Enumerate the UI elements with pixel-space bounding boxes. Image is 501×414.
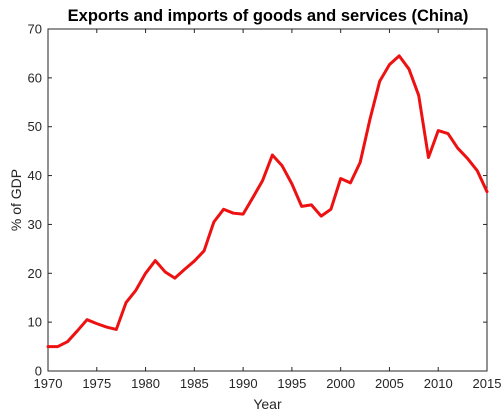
y-tick-label: 40 — [28, 168, 42, 183]
y-tick-label: 70 — [28, 22, 42, 37]
x-axis-label: Year — [253, 396, 282, 412]
y-tick-label: 10 — [28, 315, 42, 330]
exports-imports-series-line — [46, 54, 489, 349]
chart-title: Exports and imports of goods and service… — [68, 7, 469, 25]
x-tick-label: 1975 — [82, 376, 111, 391]
x-tick-label: 1980 — [131, 376, 160, 391]
y-tick-label: 20 — [28, 266, 42, 281]
x-tick-label: 2010 — [424, 376, 453, 391]
y-axis-label: % of GDP — [8, 169, 24, 231]
x-tick-label: 1990 — [229, 376, 258, 391]
y-tick-label: 60 — [28, 70, 42, 85]
x-tick-label: 2015 — [473, 376, 501, 391]
y-axis-ticks: 0 10 20 30 40 50 60 70 — [28, 22, 487, 379]
x-axis-ticks: 1970 1975 1980 1985 1990 1995 2000 2005 2010 2015 — [34, 29, 501, 391]
y-tick-label: 50 — [28, 119, 42, 134]
plot-area-box — [47, 28, 488, 372]
x-tick-label: 2000 — [326, 376, 355, 391]
x-tick-label: 1985 — [180, 376, 209, 391]
y-tick-label: 30 — [28, 217, 42, 232]
x-tick-label: 2005 — [375, 376, 404, 391]
y-tick-label: 0 — [35, 364, 42, 379]
x-tick-label: 1970 — [34, 376, 63, 391]
x-tick-label: 1995 — [277, 376, 306, 391]
